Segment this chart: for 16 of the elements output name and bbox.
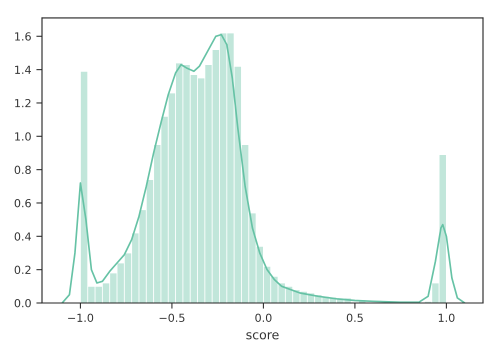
y-tick-label: 1.4: [15, 66, 31, 74]
y-tick-label: 0.2: [14, 266, 30, 274]
x-tick-label: 0.5: [346, 314, 363, 322]
x-tick-label: 0.0: [255, 314, 272, 322]
x-tick-label: −1.0: [68, 314, 94, 322]
x-tick-label: −0.5: [160, 314, 184, 322]
x-axis-title: score: [246, 332, 279, 340]
y-tick-label: 0.4: [14, 232, 31, 241]
y-tick-label: 1.6: [15, 32, 31, 41]
y-tick-label: 0.6: [14, 198, 31, 208]
y-tick-label: 1.2: [15, 98, 30, 108]
y-tick-label: 0.8: [14, 166, 31, 174]
y-tick-label: 0.0: [14, 298, 31, 308]
x-tick-label: 1.0: [438, 314, 454, 322]
y-tick-label: 1.0: [15, 132, 31, 141]
line-series: [61, 34, 466, 303]
